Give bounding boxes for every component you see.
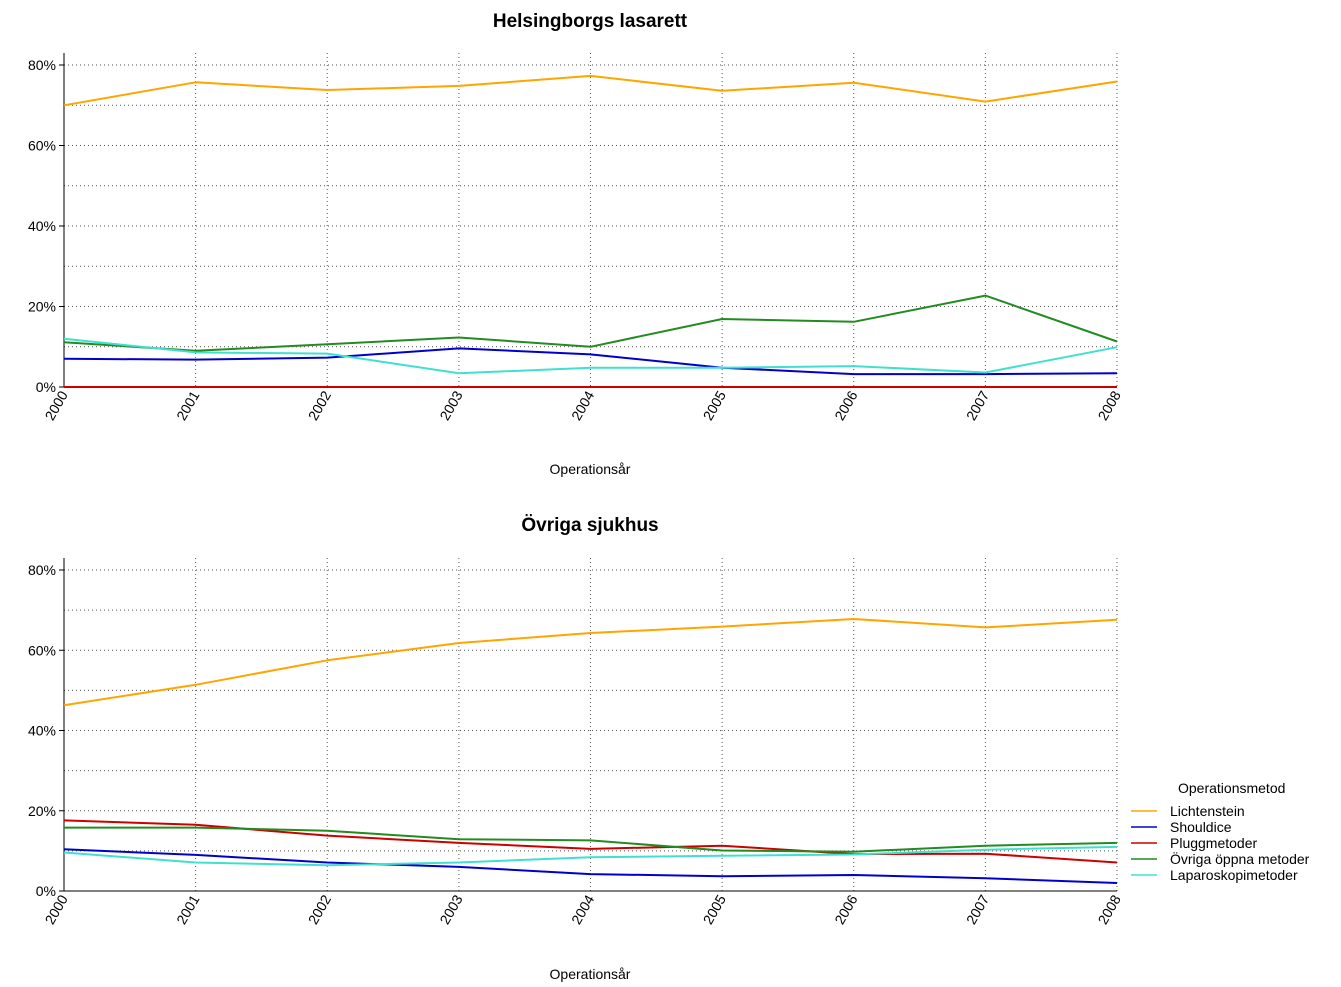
legend-label: Laparoskopimetoder (1170, 867, 1298, 883)
x-axis-label: Operationsår (550, 966, 631, 982)
legend-label: Shouldice (1170, 819, 1232, 835)
x-tick-label: 2004 (568, 388, 598, 423)
panel-ovriga: Övriga sjukhus 0%20%40%60%80% 2000 2001 20… (28, 515, 1124, 982)
y-tick-label: 20% (28, 803, 56, 819)
y-tick-label: 80% (28, 562, 56, 578)
x-axis-label: Operationsår (550, 461, 631, 477)
y-tick-label: 40% (28, 723, 56, 739)
plot-series (63, 74, 1118, 388)
x-tick-label: 2003 (436, 892, 466, 927)
series-line-shouldice (63, 347, 1118, 376)
x-tick-label: 2006 (831, 388, 861, 423)
grid (63, 53, 1118, 387)
series-line--vriga-ppna-metoder (63, 294, 1118, 352)
y-axis: 0% 20% 40% 60% 80% (28, 558, 65, 899)
x-tick-label: 2008 (1094, 892, 1124, 927)
x-tick-label: 2005 (700, 388, 730, 423)
series-line-shouldice (63, 848, 1118, 884)
y-tick-label: 20% (28, 299, 56, 315)
series-line-lichtenstein (63, 74, 1118, 107)
y-tick-label: 60% (28, 642, 56, 658)
y-tick-label: 40% (28, 218, 56, 234)
legend: Operationsmetod LichtensteinShouldicePlu… (1131, 780, 1310, 883)
x-tick-label: 2004 (568, 892, 598, 927)
series-line--vriga-ppna-metoder (64, 826, 1118, 853)
y-axis: 0% 20% 40% 60% 80% (28, 53, 65, 395)
y-tick-label: 60% (28, 138, 56, 154)
panel-helsingborg: Helsingborgs lasarett 0% 20% 40% 60% 80% 200… (28, 11, 1124, 477)
legend-label: Övriga öppna metoder (1170, 850, 1310, 867)
chart-title: Övriga sjukhus (521, 515, 658, 536)
x-tick-label: 2002 (305, 892, 335, 927)
y-tick-label: 0% (36, 883, 56, 899)
legend-title: Operationsmetod (1178, 780, 1285, 796)
x-tick-label: 2003 (436, 388, 466, 423)
x-tick-label: 2001 (173, 892, 203, 927)
legend-label: Lichtenstein (1170, 803, 1245, 819)
series-line-lichtenstein (63, 618, 1118, 707)
chart-title: Helsingborgs lasarett (493, 11, 688, 32)
x-tick-label: 2007 (963, 892, 993, 927)
x-axis: 2000 2001 2002 2003 2004 2005 2006 2007 2008 (41, 386, 1124, 423)
x-tick-label: 2006 (831, 892, 861, 927)
series-line-laparoskopimetoder (63, 845, 1118, 867)
x-tick-label: 2007 (963, 388, 993, 423)
plot-series (63, 618, 1118, 884)
legend-label: Pluggmetoder (1170, 835, 1258, 851)
y-tick-label: 0% (36, 379, 56, 395)
y-tick-label: 80% (28, 57, 56, 73)
x-tick-label: 2008 (1094, 388, 1124, 423)
x-tick-label: 2001 (173, 388, 203, 423)
x-tick-label: 2002 (305, 388, 335, 423)
x-tick-label: 2005 (700, 892, 730, 927)
series-line-laparoskopimetoder (63, 337, 1118, 375)
x-axis: 2000 2001 2002 2003 2004 2005 2006 2007 2008 (41, 890, 1124, 927)
